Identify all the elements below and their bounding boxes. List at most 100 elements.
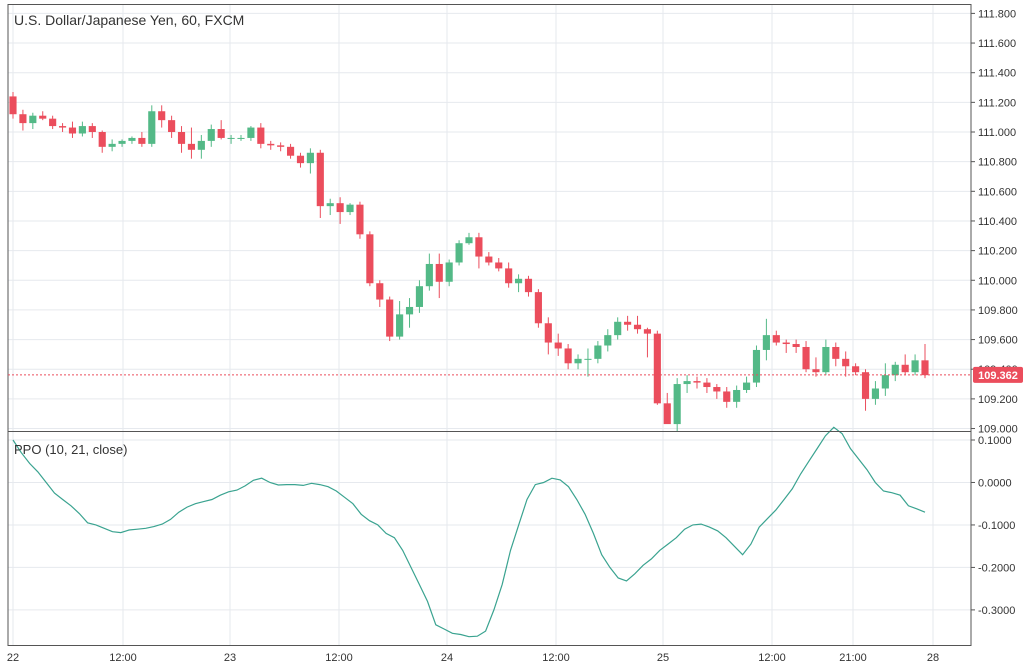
candle bbox=[168, 115, 176, 138]
ppo-y-tick-label: 0.0000 bbox=[978, 477, 1012, 489]
candle-body bbox=[29, 115, 37, 124]
candle-body bbox=[624, 321, 632, 325]
candle-body bbox=[415, 286, 424, 307]
y-tick-label: 110.600 bbox=[978, 186, 1017, 198]
candle-body bbox=[861, 372, 870, 399]
candle-body bbox=[921, 360, 929, 376]
candle-body bbox=[187, 143, 196, 150]
x-tick-label: 12:00 bbox=[325, 652, 353, 664]
candle-body bbox=[633, 324, 642, 330]
candle bbox=[693, 376, 701, 389]
y-tick-label: 109.000 bbox=[978, 424, 1018, 436]
candle bbox=[267, 140, 275, 150]
candle bbox=[19, 109, 27, 131]
candle bbox=[911, 354, 919, 376]
candle bbox=[772, 330, 780, 346]
candle bbox=[752, 345, 761, 388]
candle-body bbox=[306, 152, 314, 164]
y-tick-label: 109.800 bbox=[978, 305, 1018, 317]
candle-body bbox=[168, 120, 176, 133]
y-tick-label: 111.600 bbox=[978, 38, 1016, 50]
candle-body bbox=[356, 204, 364, 235]
candle-body bbox=[485, 256, 493, 263]
candle-body bbox=[614, 321, 622, 336]
candle-body bbox=[653, 333, 661, 404]
candle bbox=[465, 232, 473, 245]
candle bbox=[39, 111, 47, 121]
candle-body bbox=[574, 358, 582, 364]
candle bbox=[733, 385, 741, 408]
candle-body bbox=[386, 299, 394, 337]
last-price-label: 109.362 bbox=[978, 370, 1018, 382]
candle-body bbox=[822, 346, 830, 373]
candle bbox=[356, 201, 364, 239]
candle-body bbox=[733, 389, 741, 402]
candle-body bbox=[207, 129, 215, 141]
candle bbox=[524, 275, 533, 297]
candle-body bbox=[584, 358, 592, 360]
candle bbox=[683, 375, 691, 393]
candle bbox=[455, 240, 463, 266]
candle bbox=[495, 258, 503, 272]
candle bbox=[832, 342, 840, 367]
grid-lines bbox=[8, 4, 971, 646]
candle bbox=[624, 315, 632, 331]
candle bbox=[405, 298, 414, 328]
candle-body bbox=[594, 345, 602, 359]
y-tick-label: 109.600 bbox=[978, 335, 1018, 347]
candle-body bbox=[683, 381, 691, 385]
candle bbox=[505, 262, 513, 288]
candle-body bbox=[762, 335, 770, 350]
x-tick-label: 12:00 bbox=[109, 652, 137, 664]
candle-body bbox=[891, 364, 899, 376]
y-tick-label: 110.200 bbox=[978, 246, 1017, 258]
candle-body bbox=[158, 111, 166, 121]
candle-body bbox=[752, 349, 761, 383]
candle bbox=[29, 112, 37, 130]
x-tick-label: 23 bbox=[224, 652, 236, 664]
candle bbox=[792, 339, 800, 353]
candle bbox=[802, 341, 810, 373]
candle bbox=[68, 121, 77, 138]
candle bbox=[108, 139, 116, 152]
candle bbox=[217, 120, 225, 140]
candle bbox=[58, 123, 67, 133]
candle-body bbox=[544, 323, 552, 343]
candle-body bbox=[673, 384, 681, 425]
candle bbox=[415, 280, 424, 313]
candle bbox=[822, 339, 830, 376]
candle bbox=[653, 330, 661, 405]
candle-body bbox=[227, 137, 235, 139]
candle-body bbox=[465, 237, 473, 244]
axis-labels: 22 12:00 23 12:00 24 12:00 25 12:00 21:00 28 111.8… bbox=[7, 8, 1018, 664]
candle-body bbox=[742, 382, 751, 390]
x-tick-label: 12:00 bbox=[542, 652, 570, 664]
candle bbox=[871, 381, 880, 405]
candle bbox=[177, 126, 186, 153]
candle bbox=[881, 363, 889, 396]
candle bbox=[78, 121, 86, 137]
candle-body bbox=[78, 126, 86, 134]
candle bbox=[435, 253, 443, 299]
candle-body bbox=[693, 381, 701, 383]
candle-body bbox=[296, 155, 305, 164]
candle bbox=[534, 289, 542, 328]
candle bbox=[49, 115, 57, 130]
candle bbox=[604, 329, 612, 352]
candle-body bbox=[326, 203, 334, 207]
candle-body bbox=[455, 243, 463, 263]
candle-body bbox=[812, 369, 820, 373]
candle bbox=[584, 348, 592, 377]
y-tick-label: 110.400 bbox=[978, 216, 1017, 228]
candle bbox=[544, 317, 552, 355]
candle-body bbox=[405, 306, 414, 315]
candle bbox=[386, 296, 394, 342]
candle bbox=[376, 280, 384, 307]
candle-body bbox=[247, 127, 255, 138]
candle bbox=[346, 203, 354, 216]
candle bbox=[643, 327, 652, 358]
candle-body bbox=[524, 278, 533, 293]
candle-body bbox=[832, 346, 840, 359]
